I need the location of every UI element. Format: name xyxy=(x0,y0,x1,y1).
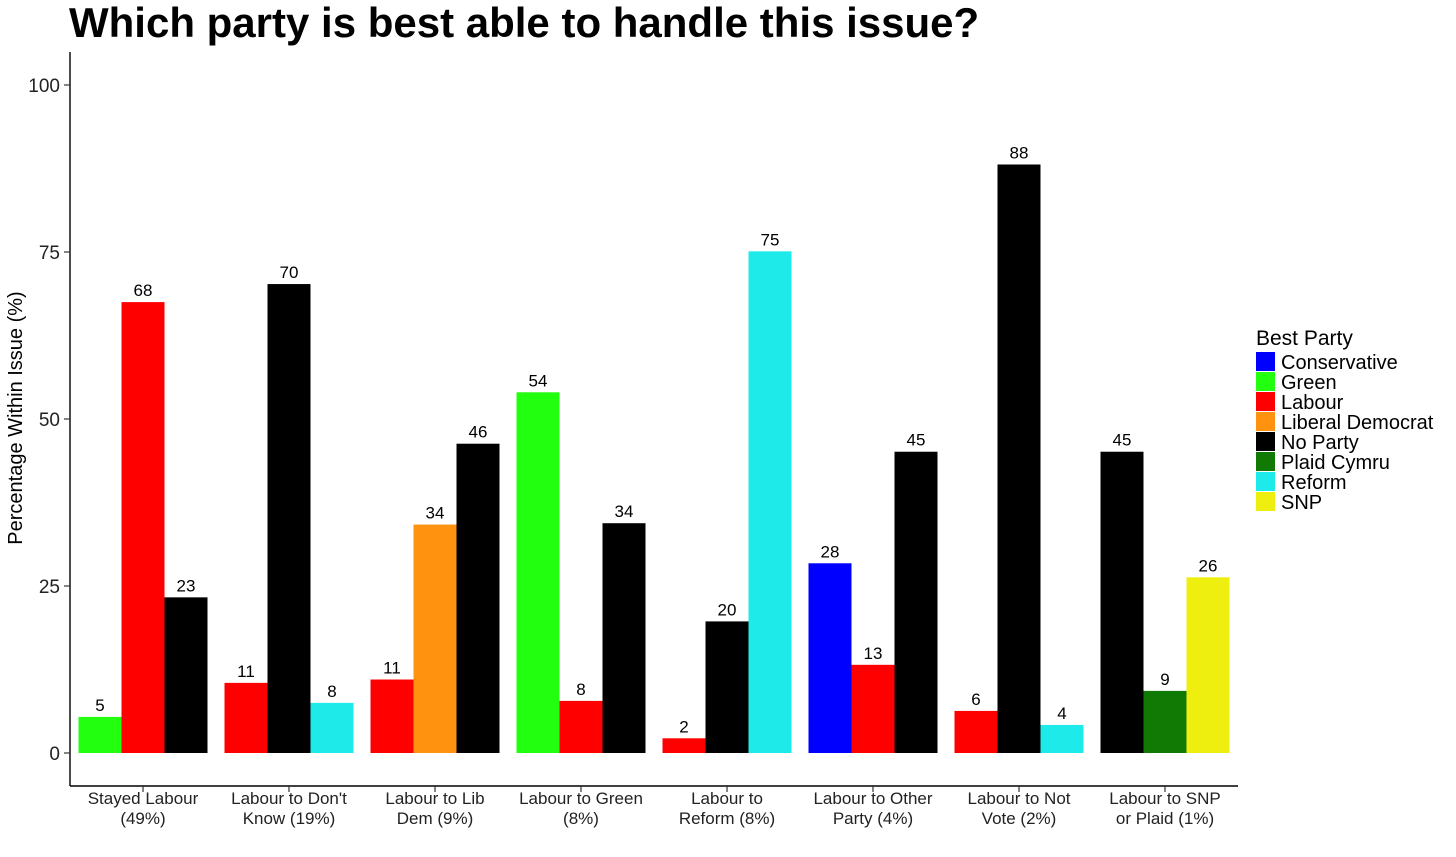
legend-swatch xyxy=(1256,372,1275,391)
data-label: 70 xyxy=(280,263,299,282)
legend-label: SNP xyxy=(1281,492,1322,514)
y-tick-label: 75 xyxy=(39,243,60,264)
legend-label: Liberal Democrat xyxy=(1281,412,1434,434)
bar-reform xyxy=(1040,724,1084,753)
bar-no-party xyxy=(456,443,500,753)
data-label: 28 xyxy=(821,542,840,561)
data-label: 4 xyxy=(1057,704,1066,723)
bar-reform xyxy=(310,702,354,753)
bar-liberal-democrat xyxy=(413,524,457,753)
data-label: 45 xyxy=(907,431,926,450)
legend-label: Labour xyxy=(1281,392,1344,414)
data-label: 34 xyxy=(426,504,445,523)
y-axis-ticks: 0 25 50 75 100 xyxy=(28,76,70,765)
data-label: 5 xyxy=(95,696,104,715)
bar-no-party xyxy=(164,597,208,753)
bar-snp xyxy=(1186,577,1230,753)
bar-labour xyxy=(121,302,165,753)
legend-label: No Party xyxy=(1281,432,1359,454)
bar-no-party xyxy=(894,451,938,753)
bar-no-party xyxy=(602,523,646,753)
x-tick-label: Labour to Not Vote (2%) xyxy=(967,789,1070,828)
legend-swatch xyxy=(1256,452,1275,471)
y-tick-label: 50 xyxy=(39,410,60,431)
legend-label: Green xyxy=(1281,372,1337,394)
bar-conservative xyxy=(808,563,852,753)
x-tick-label: Labour to Lib Dem (9%) xyxy=(385,789,484,828)
data-labels: 5 68 23 11 70 8 11 34 46 54 8 34 2 20 75 28 13 45 6 88 4 45 9 2… xyxy=(95,143,1217,736)
y-axis-label: Percentage Within Issue (%) xyxy=(5,291,27,544)
chart-title: Which party is best able to handle this … xyxy=(69,0,979,46)
data-label: 11 xyxy=(383,659,401,678)
legend: Best Party ConservativeGreenLabourLibera… xyxy=(1256,327,1434,514)
bar-no-party xyxy=(267,284,311,753)
x-tick-label: Labour to Reform (8%) xyxy=(679,789,775,828)
legend-swatch xyxy=(1256,472,1275,491)
legend-swatch xyxy=(1256,392,1275,411)
bar-labour xyxy=(224,682,268,753)
bar-labour xyxy=(851,664,895,753)
bar-no-party xyxy=(997,164,1041,753)
bar-no-party xyxy=(705,621,749,753)
legend-swatch xyxy=(1256,352,1275,371)
legend-label: Conservative xyxy=(1281,352,1398,374)
data-label: 6 xyxy=(971,690,980,709)
data-label: 13 xyxy=(864,644,883,663)
x-tick-label: Labour to SNP or Plaid (1%) xyxy=(1109,789,1221,828)
bar-labour xyxy=(662,738,706,753)
legend-label: Reform xyxy=(1281,472,1347,494)
legend-swatch xyxy=(1256,492,1275,511)
bar-reform xyxy=(748,251,792,753)
legend-label: Plaid Cymru xyxy=(1281,452,1390,474)
data-label: 20 xyxy=(718,600,737,619)
data-label: 9 xyxy=(1160,670,1169,689)
data-label: 54 xyxy=(529,371,548,390)
data-label: 68 xyxy=(134,281,153,300)
x-tick-label: Labour to Don't Know (19%) xyxy=(231,789,347,828)
data-label: 46 xyxy=(469,423,488,442)
bar-labour xyxy=(370,679,414,753)
bar-plaid-cymru xyxy=(1143,690,1187,753)
data-label: 26 xyxy=(1199,556,1218,575)
x-tick-label: Labour to Other Party (4%) xyxy=(813,789,932,828)
legend-swatch xyxy=(1256,412,1275,431)
y-tick-label: 0 xyxy=(49,744,60,765)
data-label: 11 xyxy=(237,662,255,681)
legend-swatch xyxy=(1256,432,1275,451)
data-label: 34 xyxy=(615,502,634,521)
bars xyxy=(78,164,1230,753)
x-tick-label: Labour to Green (8%) xyxy=(519,789,643,828)
bar-green xyxy=(516,392,560,753)
legend-title: Best Party xyxy=(1256,327,1353,350)
data-label: 88 xyxy=(1010,143,1029,162)
data-label: 23 xyxy=(177,576,196,595)
bar-green xyxy=(78,716,122,753)
y-tick-label: 25 xyxy=(39,577,60,598)
data-label: 8 xyxy=(576,680,585,699)
bar-no-party xyxy=(1100,451,1144,753)
data-label: 75 xyxy=(761,230,780,249)
bar-labour xyxy=(559,700,603,753)
data-label: 2 xyxy=(679,717,688,736)
x-tick-label: Stayed Labour (49%) xyxy=(88,789,199,828)
x-axis-ticks: Stayed Labour (49%) Labour to Don't Know (1… xyxy=(88,786,1221,828)
bar-labour xyxy=(954,710,998,753)
data-label: 45 xyxy=(1113,431,1132,450)
data-label: 8 xyxy=(327,682,336,701)
y-tick-label: 100 xyxy=(28,76,60,97)
